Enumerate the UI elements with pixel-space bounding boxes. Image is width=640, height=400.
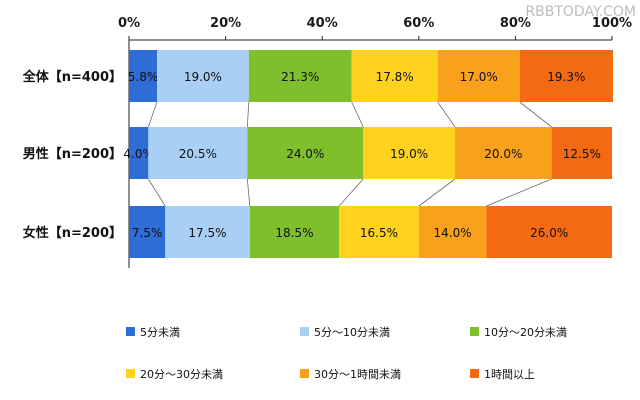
bar-segment: [455, 127, 552, 179]
bar-segment: [339, 206, 419, 258]
bar-segment: [351, 50, 438, 102]
connector-line: [246, 101, 250, 128]
legend-label: 20分～30分未満: [140, 368, 223, 381]
x-tick-label: 0%: [118, 16, 140, 31]
data-label: 17.8%: [376, 70, 414, 84]
connector-line: [338, 178, 364, 207]
data-label: 19.0%: [184, 70, 222, 84]
data-label: 7.5%: [132, 226, 163, 240]
x-tick-label: 60%: [403, 16, 434, 31]
x-tick-label: 20%: [210, 16, 241, 31]
connector-line: [418, 178, 456, 207]
data-label: 26.0%: [530, 226, 568, 240]
legend-swatch: [126, 327, 135, 336]
legend-label: 5分～10分未満: [314, 326, 390, 339]
x-tick-label: 80%: [500, 16, 531, 31]
watermark: RBBTODAY.COM: [525, 4, 636, 20]
bar-segment: [165, 206, 250, 258]
x-tick-label: 100%: [592, 16, 632, 31]
bar-segment: [129, 127, 149, 179]
data-label: 16.5%: [360, 226, 398, 240]
bar-segment: [551, 127, 612, 179]
data-label: 17.5%: [188, 226, 226, 240]
bar-segment: [486, 206, 612, 258]
category-label: 全体【n=400】: [22, 69, 122, 85]
data-label: 20.0%: [484, 147, 522, 161]
data-label: 12.5%: [563, 147, 601, 161]
legend-label: 30分～1時間未満: [314, 368, 401, 381]
legend-label: 10分～20分未満: [484, 326, 567, 339]
bar-segment: [129, 50, 158, 102]
bar-segment: [129, 206, 166, 258]
bar-segment: [248, 50, 352, 102]
data-label: 24.0%: [286, 147, 324, 161]
connector-line: [437, 101, 456, 128]
connector-line: [351, 101, 364, 128]
category-label: 男性【n=200】: [23, 146, 122, 162]
legend-swatch: [470, 369, 479, 378]
bar-segment: [148, 127, 248, 179]
legend-swatch: [126, 369, 135, 378]
legend-label: 5分未満: [140, 326, 180, 339]
bar-segment: [519, 50, 613, 102]
data-label: 14.0%: [434, 226, 472, 240]
legend-swatch: [300, 327, 309, 336]
connector-line: [519, 101, 552, 128]
bar-segment: [363, 127, 456, 179]
connector-line: [486, 178, 552, 207]
data-label: 21.3%: [281, 70, 319, 84]
data-label: 5.8%: [128, 70, 159, 84]
data-label: 19.3%: [547, 70, 585, 84]
bar-segment: [157, 50, 249, 102]
connector-line: [147, 178, 166, 207]
connector-line: [147, 101, 158, 128]
data-label: 18.5%: [275, 226, 313, 240]
data-label: 17.0%: [460, 70, 498, 84]
bar-segment: [247, 127, 364, 179]
connector-line: [246, 178, 251, 207]
data-label: 20.5%: [179, 147, 217, 161]
legend-swatch: [470, 327, 479, 336]
legend-swatch: [300, 369, 309, 378]
bar-segment: [418, 206, 487, 258]
bar-segment: [249, 206, 340, 258]
data-label: 4.0%: [123, 147, 154, 161]
x-tick-label: 40%: [307, 16, 338, 31]
bar-segment: [437, 50, 520, 102]
data-label: 19.0%: [390, 147, 428, 161]
legend-label: 1時間以上: [484, 368, 535, 381]
category-label: 女性【n=200】: [23, 225, 122, 241]
